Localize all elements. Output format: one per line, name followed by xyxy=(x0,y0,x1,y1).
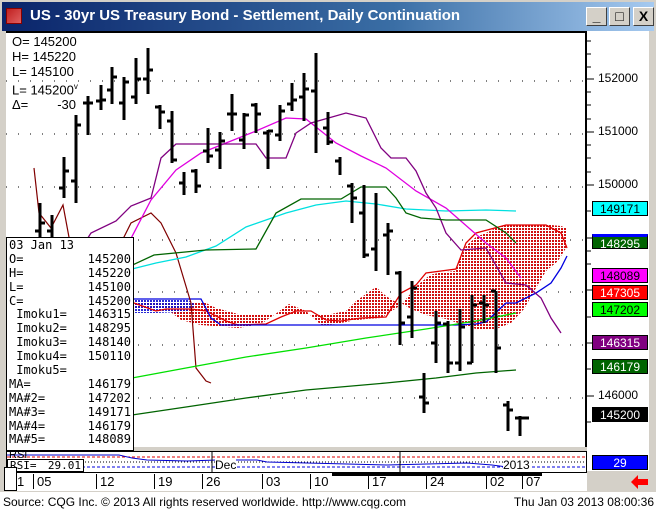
price-axis[interactable] xyxy=(587,31,649,471)
scroll-to-end-arrow-icon[interactable] xyxy=(631,475,649,489)
info-row: C= 145200 xyxy=(9,293,131,308)
ichimoku-span-a xyxy=(133,224,568,326)
date-tick: 24 xyxy=(426,474,444,489)
price-tag-last: 145200 xyxy=(592,407,648,422)
price-tag-imoku1: 146315 xyxy=(592,335,648,350)
date-tick: 1 xyxy=(17,474,25,489)
date-tick: 05 xyxy=(33,474,51,489)
ohlc-row: O= 145200 xyxy=(12,34,77,49)
rsi-readout: RSI= 29.01 xyxy=(7,459,84,472)
price-label: 152000 xyxy=(598,71,639,85)
price-tag-ma5: 148089 xyxy=(592,268,648,283)
info-row: MA#2= 147202 xyxy=(9,390,131,405)
date-tick: 17 xyxy=(368,474,386,489)
price-label: 150000 xyxy=(598,177,639,191)
date-tick: 02 xyxy=(486,474,504,489)
window-title: US - 30yr US Treasury Bond - Settlement,… xyxy=(30,7,461,24)
ohlc-row: Δ= -30 xyxy=(12,97,76,113)
info-row: L= 145100 xyxy=(9,279,131,294)
info-row: Imoku4= 150110 xyxy=(9,349,131,364)
close-button[interactable]: X xyxy=(633,7,654,26)
app-icon xyxy=(6,8,22,24)
footer: Source: CQG Inc. © 2013 All rights reser… xyxy=(0,492,656,512)
info-row: Imoku5= xyxy=(9,363,67,378)
minimize-button[interactable]: _ xyxy=(586,7,607,26)
date-tick: 07 xyxy=(522,474,540,489)
ma3-line xyxy=(131,200,517,270)
price-tag-ma3: 149171 xyxy=(592,201,648,216)
price-label: 151000 xyxy=(598,124,639,138)
month-label-2013: 2013 xyxy=(503,458,530,472)
price-label: 146000 xyxy=(598,388,639,402)
info-row: O= 145200 xyxy=(9,251,131,266)
rsi-panel[interactable]: RSI RSI= 29.01 Dec 2013 xyxy=(6,449,587,473)
price-axis-ticks xyxy=(587,40,594,423)
title-bar: US - 30yr US Treasury Bond - Settlement,… xyxy=(0,0,656,31)
info-row: H= 145220 xyxy=(9,265,131,280)
ma2-line xyxy=(131,312,517,379)
scroll-left-handle[interactable] xyxy=(4,467,17,491)
date-tick: 10 xyxy=(310,474,328,489)
info-date: 03 Jan 13 xyxy=(9,238,75,252)
rsi-canvas xyxy=(7,452,586,472)
price-tag-rsi: 29 xyxy=(592,455,648,470)
ichimoku-cloud xyxy=(134,224,566,329)
info-row: Imoku1= 146315 xyxy=(9,307,131,322)
maximize-button[interactable]: □ xyxy=(609,7,630,26)
date-tick: 19 xyxy=(154,474,172,489)
scroll-thumb[interactable] xyxy=(332,473,542,476)
rsi-title: RSI xyxy=(9,449,28,461)
ohlc-row: L= 145200v xyxy=(12,82,78,98)
price-tag-imoku4: 147305 xyxy=(592,285,648,300)
date-axis[interactable]: 1 05 12 19 26 03 10 17 24 02 07 xyxy=(4,467,587,491)
price-tag-ma: 146179 xyxy=(592,359,648,374)
price-tag-ma2: 147202 xyxy=(592,302,648,317)
tenkan-line xyxy=(67,112,562,334)
date-tick: 12 xyxy=(96,474,114,489)
info-row: MA= 146179 xyxy=(9,376,131,391)
month-label-dec: Dec xyxy=(215,458,237,472)
info-row: Imoku2= 148295 xyxy=(9,321,131,336)
date-tick: 26 xyxy=(202,474,220,489)
ohlc-row: L= 145100 xyxy=(12,64,74,79)
info-row: MA#3= 149171 xyxy=(9,404,131,419)
cursor-info-box: 03 Jan 13 O= 145200 H= 145220 L= 145100 C= 1… xyxy=(6,237,134,451)
date-tick: 03 xyxy=(262,474,280,489)
info-row: MA#4= 146179 xyxy=(9,418,131,433)
info-row: MA#5= 148089 xyxy=(9,432,131,447)
info-row: Imoku3= 148140 xyxy=(9,335,131,350)
ohlc-readout: O= 145200 H= 145220 L= 145100 L= 145200v… xyxy=(12,34,78,112)
ohlc-row: H= 145220 xyxy=(12,49,76,64)
timestamp: Thu Jan 03 2013 08:00:36 xyxy=(513,495,654,509)
chart-window: O= 145200 H= 145220 L= 145100 L= 145200v… xyxy=(2,31,654,491)
price-tag-imoku2: 148295 xyxy=(592,234,648,251)
ohlc-bars xyxy=(35,48,529,436)
chikou-span xyxy=(33,167,212,384)
ma-line xyxy=(131,369,517,416)
source-text: Source: CQG Inc. © 2013 All rights reser… xyxy=(3,495,407,509)
